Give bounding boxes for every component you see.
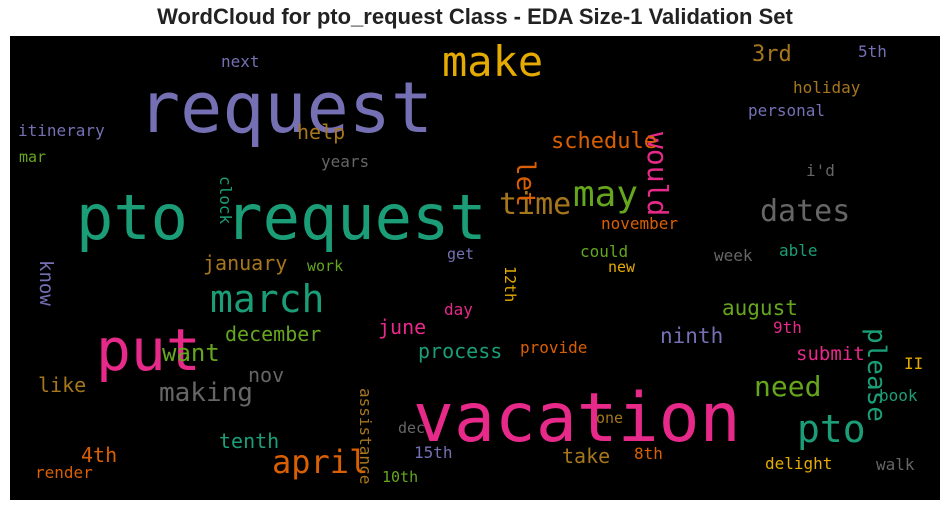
wordcloud-canvas: request pto request vacation put make march ma… bbox=[10, 36, 940, 500]
word-put: put bbox=[96, 316, 201, 384]
word-itinerary: itinerary bbox=[18, 121, 105, 140]
word-august: august bbox=[722, 296, 798, 320]
word-november: november bbox=[601, 214, 678, 233]
word-december: december bbox=[225, 322, 321, 346]
word-dates: dates bbox=[760, 194, 850, 229]
word-one: one bbox=[596, 409, 623, 427]
word-12th: 12th bbox=[501, 266, 519, 302]
word-schedule: schedule bbox=[551, 129, 657, 154]
word-know: know bbox=[35, 260, 57, 306]
word-would: would bbox=[641, 132, 674, 216]
word-pto: pto bbox=[797, 407, 866, 451]
word-10th: 10th bbox=[382, 468, 418, 486]
word-provide: provide bbox=[520, 338, 587, 357]
word-holiday: holiday bbox=[793, 78, 861, 97]
word-able: able bbox=[779, 241, 818, 260]
word-5th: 5th bbox=[858, 42, 887, 61]
word-dec: dec bbox=[398, 419, 425, 437]
word-3rd: 3rd bbox=[752, 42, 792, 67]
word-want: want bbox=[162, 339, 220, 367]
word-june: june bbox=[378, 315, 426, 339]
word-make: make bbox=[442, 37, 543, 86]
word-like: like bbox=[38, 373, 86, 397]
word-9th: 9th bbox=[773, 318, 802, 337]
word-work: work bbox=[307, 257, 343, 275]
word-personal: personal bbox=[748, 101, 825, 120]
word-4th: 4th bbox=[81, 443, 117, 467]
word-pto-request: pto request bbox=[76, 181, 487, 254]
word-request: request bbox=[138, 67, 433, 149]
word-day: day bbox=[444, 300, 473, 319]
word-week: week bbox=[714, 246, 753, 265]
word-tenth: tenth bbox=[219, 429, 279, 453]
word-years: years bbox=[321, 152, 369, 171]
chart-title: WordCloud for pto_request Class - EDA Si… bbox=[157, 4, 793, 29]
word-ii: II bbox=[904, 354, 923, 373]
word-next: next bbox=[221, 52, 260, 71]
word-let: let bbox=[510, 160, 540, 207]
word-process: process bbox=[418, 339, 502, 363]
word-may: may bbox=[573, 174, 638, 215]
word-making: making bbox=[159, 378, 253, 408]
word-vacation: vacation bbox=[413, 379, 741, 458]
word-i-d: i'd bbox=[806, 161, 835, 180]
word-help: help bbox=[297, 120, 345, 144]
word-8th: 8th bbox=[634, 444, 663, 463]
word-nov: nov bbox=[248, 363, 284, 387]
wordcloud-svg: request pto request vacation put make march ma… bbox=[18, 37, 923, 486]
word-15th: 15th bbox=[414, 443, 453, 462]
word-clock: clock bbox=[216, 176, 235, 225]
word-could: could bbox=[580, 242, 628, 261]
word-walk: walk bbox=[876, 455, 915, 474]
word-new: new bbox=[608, 258, 636, 276]
word-get: get bbox=[447, 245, 474, 263]
word-april: april bbox=[272, 443, 368, 481]
word-take: take bbox=[562, 444, 610, 468]
word-please: please bbox=[861, 328, 891, 422]
word-delight: delight bbox=[765, 454, 832, 473]
word-need: need bbox=[754, 370, 821, 403]
word-january: january bbox=[203, 251, 287, 275]
word-render: render bbox=[35, 463, 93, 482]
word-submit: submit bbox=[796, 343, 865, 365]
word-ninth: ninth bbox=[660, 324, 723, 348]
word-assistance: assistance bbox=[356, 388, 375, 484]
word-mar: mar bbox=[19, 148, 46, 166]
word-march: march bbox=[210, 277, 324, 321]
word-book: book bbox=[879, 386, 918, 405]
word-time: time bbox=[499, 187, 571, 222]
